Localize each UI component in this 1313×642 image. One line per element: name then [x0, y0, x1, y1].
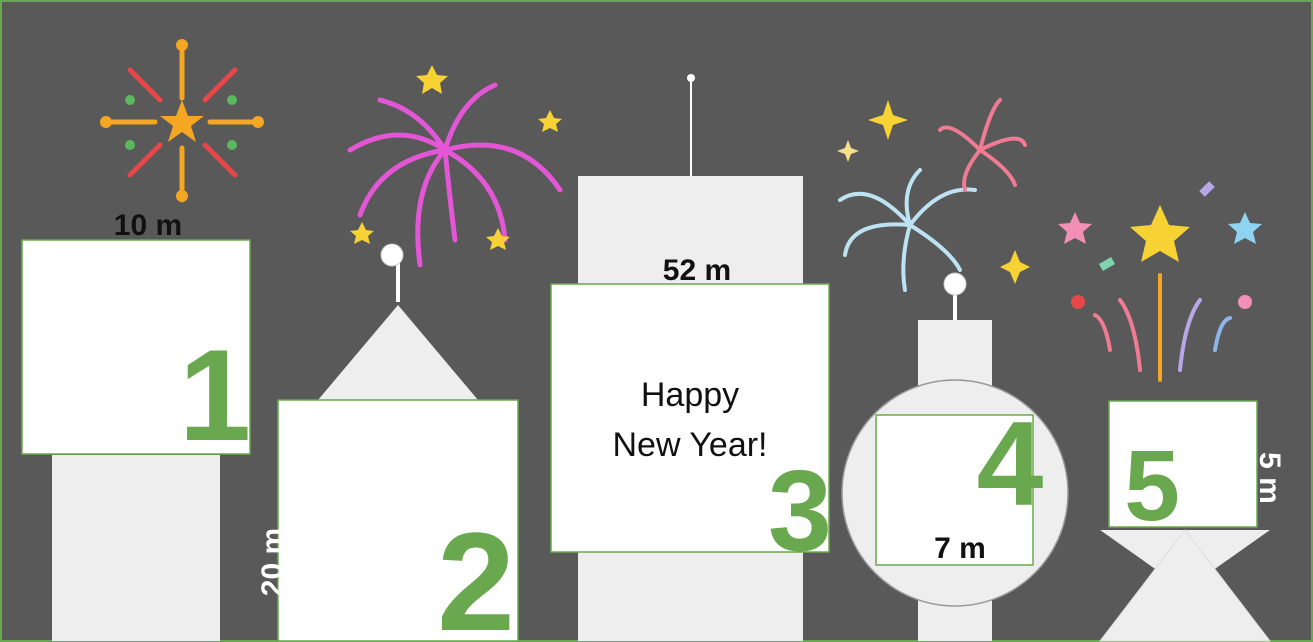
height-label: 7 m [934, 532, 986, 565]
height-label: 20 m [256, 528, 289, 596]
building-number: 2 [437, 503, 515, 642]
greeting-line: Happy [641, 376, 739, 414]
greeting-line: New Year! [613, 426, 768, 464]
building-number: 3 [768, 447, 832, 575]
building-number: 5 [1124, 430, 1180, 542]
height-label: 52 m [663, 254, 731, 287]
height-label: 10 m [114, 209, 182, 242]
building-number: 4 [977, 397, 1044, 531]
scene: 10 m 1 20 m 2 52 m Happy New Year! 3 4 7… [0, 0, 1313, 642]
building-pillar [52, 455, 220, 641]
antenna-ball [381, 244, 403, 266]
building-number: 1 [179, 322, 251, 468]
antenna-ball [687, 74, 695, 82]
page: {"buildings": [ {"number": "1", "height_… [0, 0, 1313, 642]
antenna-ball [944, 273, 966, 295]
height-label: 5 m [1253, 452, 1286, 504]
